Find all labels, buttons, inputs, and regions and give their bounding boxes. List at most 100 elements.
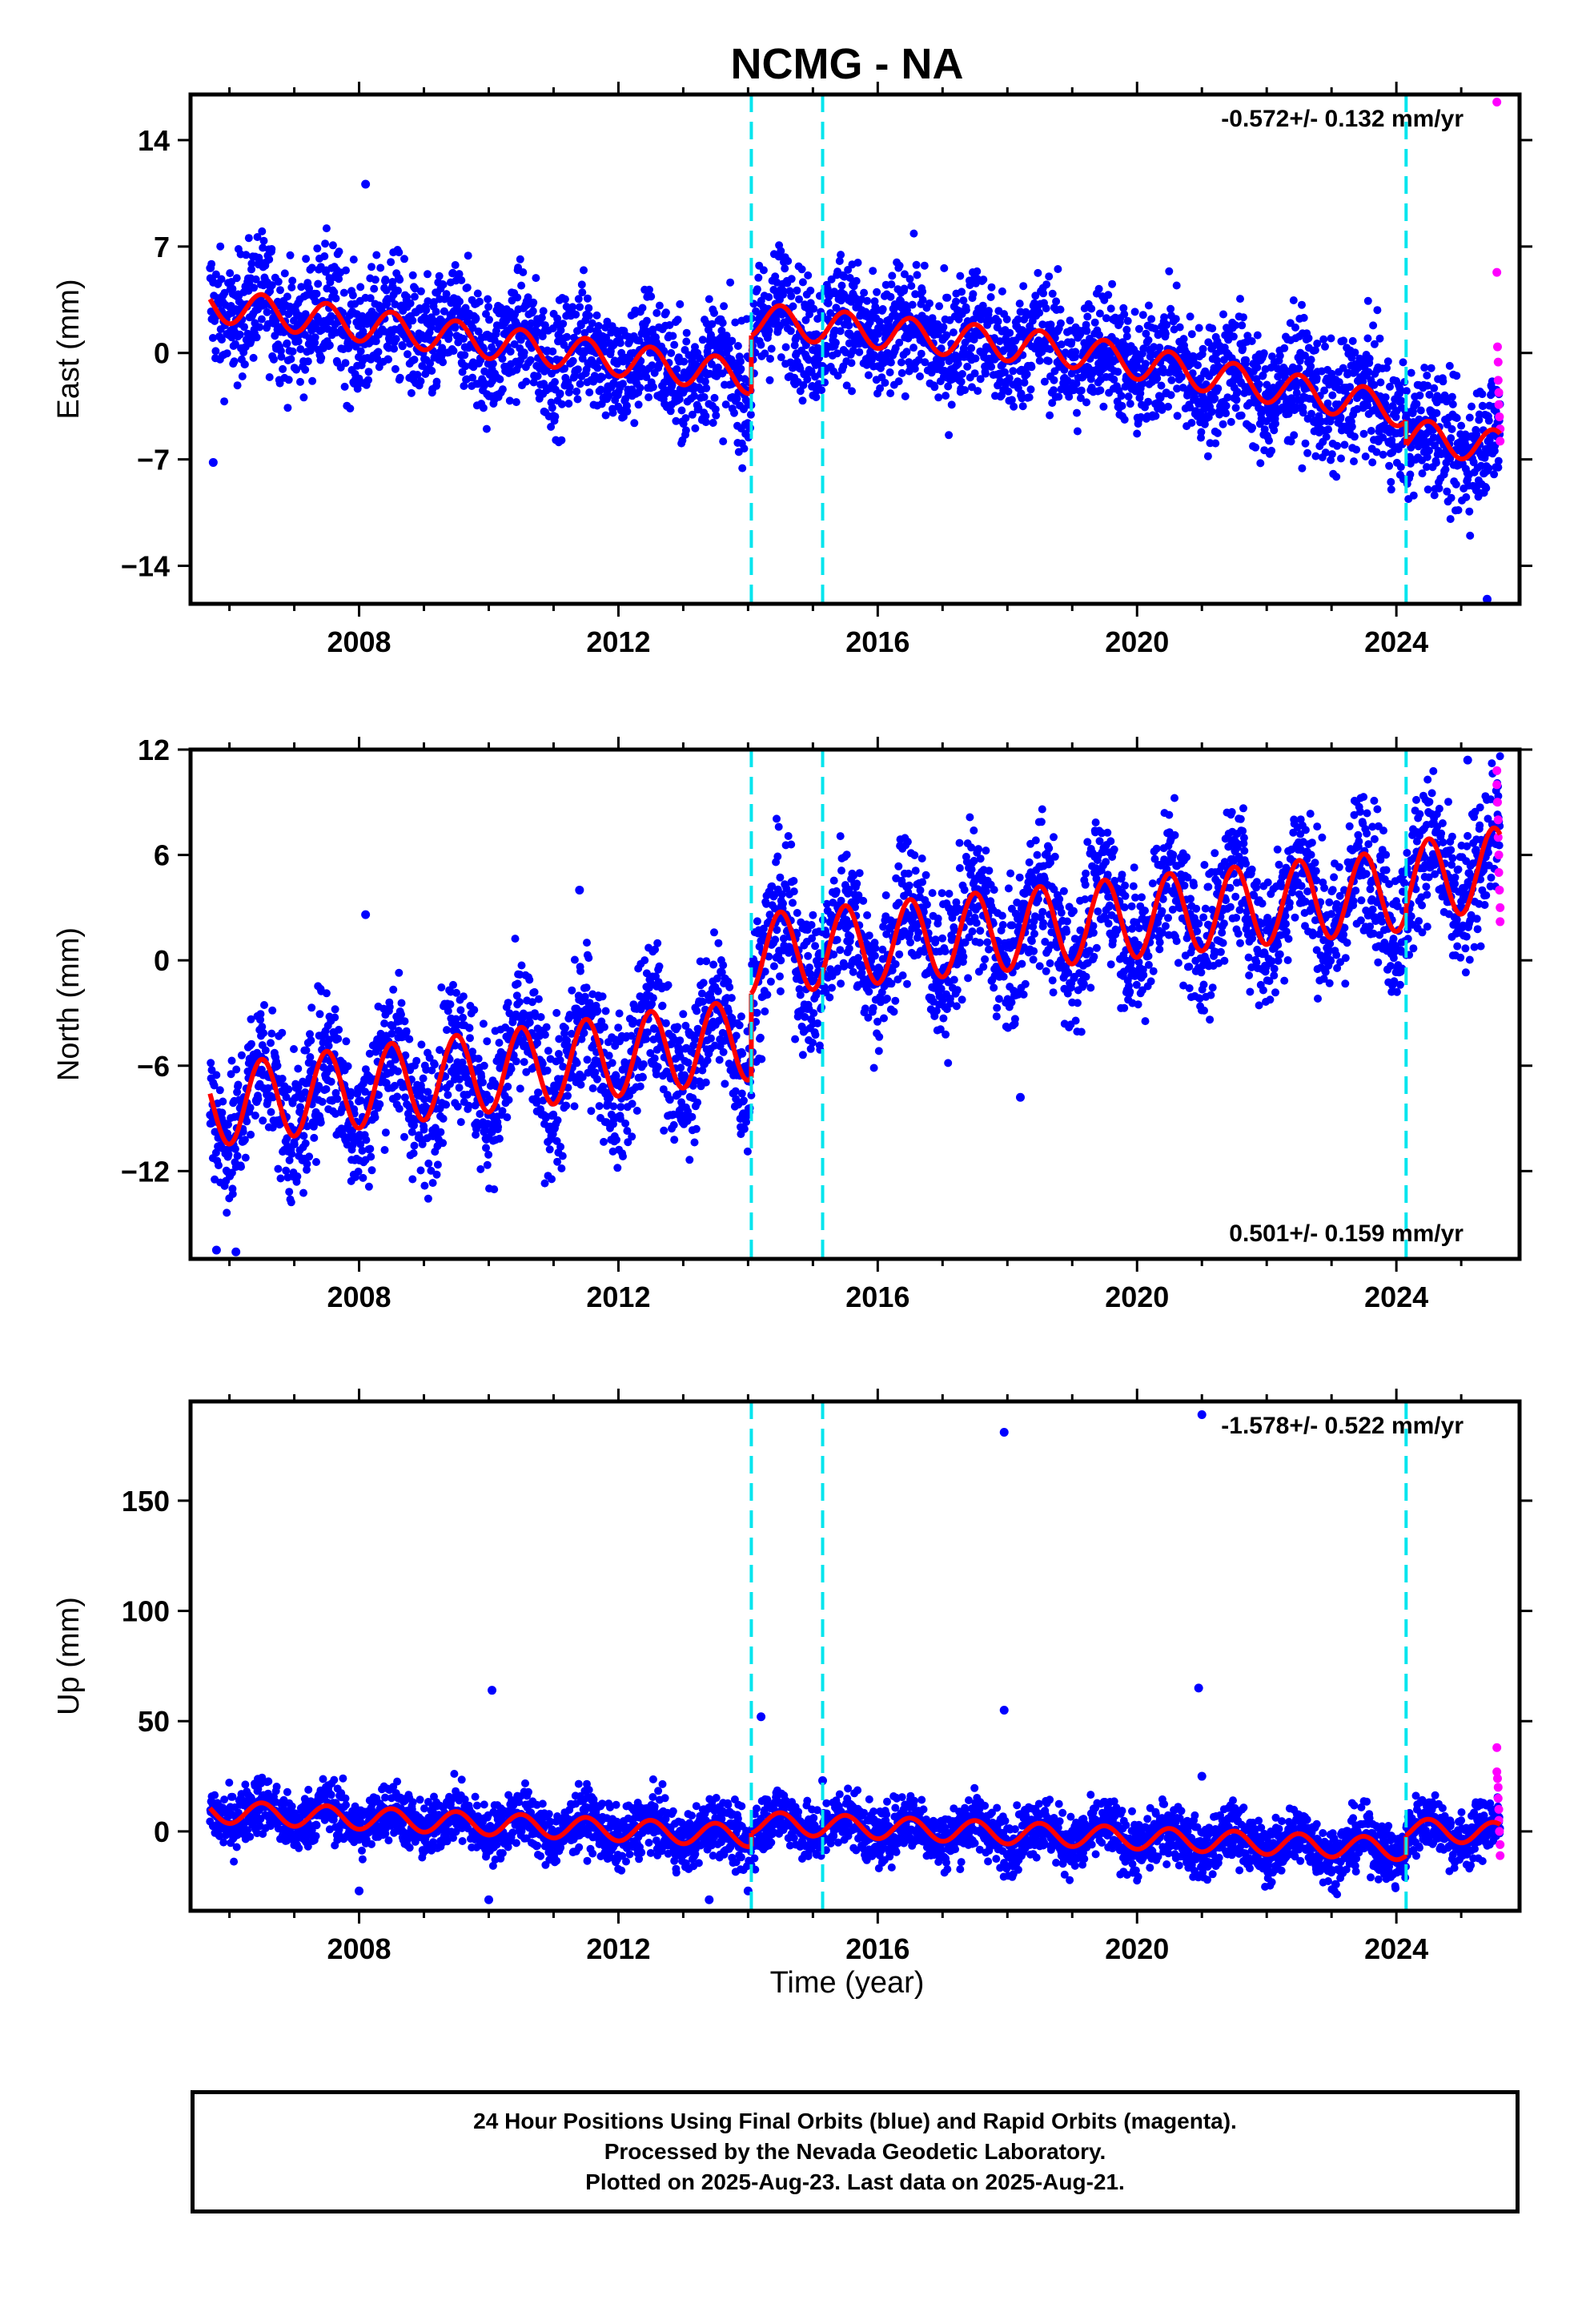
data-point (591, 1068, 600, 1077)
data-point (1001, 368, 1009, 376)
data-point (305, 284, 314, 293)
data-point (403, 292, 412, 301)
data-point (682, 328, 691, 337)
data-point (801, 316, 810, 324)
data-point (1381, 393, 1390, 402)
data-point (580, 266, 588, 275)
data-point (385, 1003, 394, 1011)
data-point (255, 256, 263, 265)
data-point (552, 1136, 561, 1145)
data-point (1348, 336, 1357, 345)
y-tick-label: −7 (137, 444, 170, 476)
data-point (263, 308, 271, 316)
data-point (301, 365, 310, 374)
data-point (370, 284, 379, 293)
data-point (242, 251, 251, 259)
data-point (568, 986, 576, 995)
data-point (283, 404, 292, 412)
data-point (459, 335, 468, 343)
data-point (276, 286, 284, 295)
data-point (1056, 305, 1065, 314)
data-point (1067, 338, 1076, 347)
data-point (340, 382, 349, 391)
data-point (456, 1075, 464, 1084)
data-point (1425, 390, 1434, 399)
data-point (306, 1030, 314, 1039)
data-point (548, 1175, 556, 1184)
data-point (604, 392, 613, 400)
data-point (548, 347, 557, 356)
data-point (284, 1085, 293, 1094)
data-point (1243, 332, 1252, 340)
rapid-orbit-point (1492, 342, 1502, 352)
data-point (568, 356, 577, 365)
data-point (621, 1119, 630, 1128)
data-point (227, 1070, 235, 1079)
data-point (572, 1059, 581, 1068)
data-point (290, 1045, 298, 1053)
data-point (480, 380, 489, 388)
data-point (1236, 295, 1244, 304)
data-point (407, 388, 416, 397)
data-point (301, 1139, 310, 1148)
data-point (676, 300, 685, 308)
x-tick-label: 2024 (1364, 625, 1428, 658)
data-point (215, 1161, 223, 1170)
data-point (433, 1160, 442, 1169)
data-point (956, 271, 965, 280)
data-point (907, 282, 916, 290)
data-point (1387, 477, 1395, 486)
data-point (845, 274, 854, 282)
data-point (1407, 368, 1415, 377)
data-point (410, 356, 419, 364)
data-point (397, 1010, 405, 1019)
outlier-point (1483, 594, 1492, 604)
data-point (673, 365, 681, 373)
data-point (474, 327, 483, 336)
data-point (1144, 336, 1153, 344)
data-point (211, 1148, 220, 1157)
data-point (672, 416, 681, 425)
data-point (1321, 342, 1329, 351)
data-point (427, 323, 436, 332)
data-point (442, 290, 451, 299)
data-point (536, 1013, 545, 1021)
data-point (698, 336, 707, 344)
data-point (1087, 304, 1096, 313)
data-point (1337, 454, 1345, 463)
data-point (648, 325, 657, 334)
data-point (942, 331, 951, 340)
data-point (605, 1094, 614, 1103)
data-point (1186, 312, 1195, 321)
data-point (1034, 268, 1042, 277)
data-point (482, 424, 491, 433)
data-point (1295, 364, 1303, 372)
data-point (1298, 300, 1306, 309)
data-point (532, 1099, 541, 1108)
data-point (1479, 402, 1488, 411)
data-point (226, 269, 235, 278)
data-point (759, 266, 768, 275)
data-point (604, 1051, 613, 1060)
data-point (669, 332, 677, 340)
data-point (247, 265, 255, 274)
data-point (1415, 391, 1424, 400)
data-point (391, 1054, 400, 1062)
data-point (394, 1067, 402, 1076)
data-point (1399, 358, 1407, 367)
data-point (847, 359, 856, 368)
data-point (1461, 440, 1469, 448)
data-point (1386, 382, 1394, 391)
data-point (396, 275, 404, 284)
data-point (979, 275, 988, 284)
data-point (662, 1068, 671, 1076)
data-point (215, 1086, 224, 1095)
data-point (432, 1170, 441, 1179)
data-point (343, 1062, 352, 1071)
data-point (282, 1093, 291, 1102)
data-point (1199, 344, 1207, 353)
data-point (330, 287, 339, 296)
data-point (451, 261, 460, 269)
data-point (485, 1095, 494, 1104)
